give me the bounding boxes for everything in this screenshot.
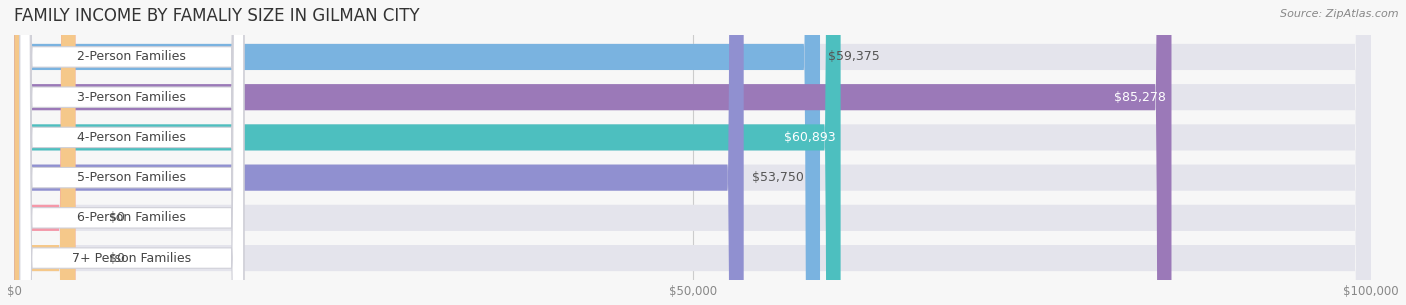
FancyBboxPatch shape — [14, 0, 1371, 305]
Text: 7+ Person Families: 7+ Person Families — [72, 252, 191, 264]
Text: $0: $0 — [108, 252, 125, 264]
FancyBboxPatch shape — [14, 0, 841, 305]
FancyBboxPatch shape — [14, 0, 1371, 305]
FancyBboxPatch shape — [20, 0, 243, 305]
FancyBboxPatch shape — [20, 0, 243, 305]
FancyBboxPatch shape — [14, 0, 1171, 305]
Text: Source: ZipAtlas.com: Source: ZipAtlas.com — [1281, 9, 1399, 19]
FancyBboxPatch shape — [20, 0, 243, 305]
Text: $0: $0 — [108, 211, 125, 224]
FancyBboxPatch shape — [14, 0, 1371, 305]
Text: $60,893: $60,893 — [783, 131, 835, 144]
FancyBboxPatch shape — [14, 0, 744, 305]
FancyBboxPatch shape — [14, 0, 1371, 305]
FancyBboxPatch shape — [20, 0, 243, 305]
FancyBboxPatch shape — [14, 0, 1371, 305]
FancyBboxPatch shape — [20, 0, 243, 305]
Text: 2-Person Families: 2-Person Families — [77, 50, 186, 63]
FancyBboxPatch shape — [14, 0, 76, 305]
Text: FAMILY INCOME BY FAMALIY SIZE IN GILMAN CITY: FAMILY INCOME BY FAMALIY SIZE IN GILMAN … — [14, 7, 420, 25]
FancyBboxPatch shape — [14, 0, 76, 305]
Text: 5-Person Families: 5-Person Families — [77, 171, 186, 184]
Text: $59,375: $59,375 — [828, 50, 880, 63]
FancyBboxPatch shape — [20, 0, 243, 305]
FancyBboxPatch shape — [14, 0, 1371, 305]
Text: $53,750: $53,750 — [752, 171, 804, 184]
FancyBboxPatch shape — [14, 0, 820, 305]
Text: 3-Person Families: 3-Person Families — [77, 91, 186, 104]
Text: $85,278: $85,278 — [1114, 91, 1166, 104]
Text: 6-Person Families: 6-Person Families — [77, 211, 186, 224]
Text: 4-Person Families: 4-Person Families — [77, 131, 186, 144]
